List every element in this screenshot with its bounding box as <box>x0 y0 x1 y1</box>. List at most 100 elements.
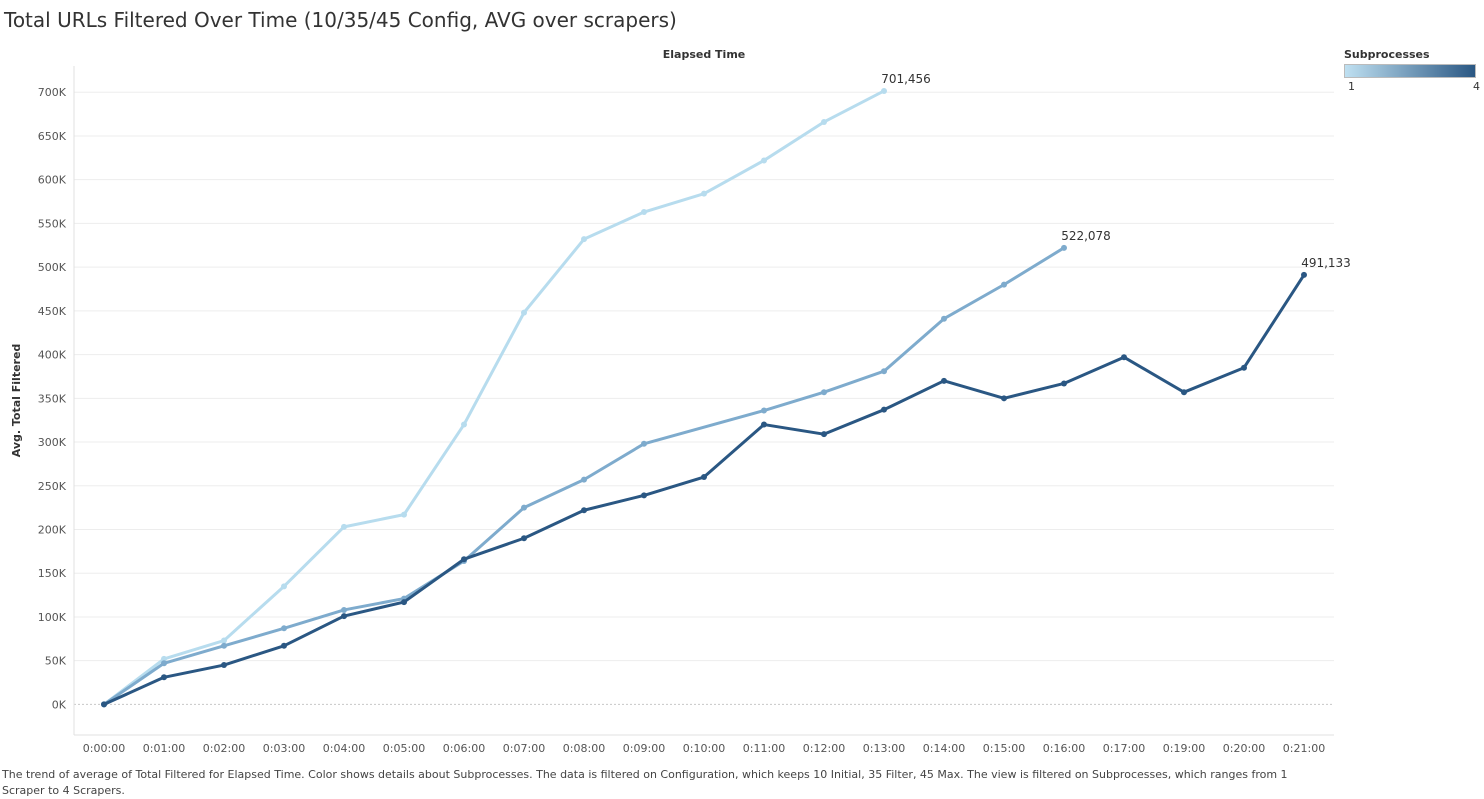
chart-caption: The trend of average of Total Filtered f… <box>2 768 1288 797</box>
x-tick-label: 0:17:00 <box>1103 742 1145 755</box>
data-point <box>221 662 227 669</box>
data-point <box>461 556 467 563</box>
data-point <box>821 118 827 125</box>
x-tick-label: 0:00:00 <box>83 742 125 755</box>
chart-title: Total URLs Filtered Over Time (10/35/45 … <box>4 8 677 32</box>
x-tick-label: 0:07:00 <box>503 742 545 755</box>
data-point <box>521 309 527 316</box>
data-point <box>1241 364 1247 371</box>
data-point <box>281 583 287 590</box>
data-point <box>401 511 407 518</box>
series-line-1 <box>102 89 886 706</box>
data-point <box>821 389 827 396</box>
data-point <box>521 535 527 542</box>
data-point <box>341 613 347 620</box>
data-point <box>401 599 407 606</box>
y-tick-label: 350K <box>38 392 67 405</box>
end-value-label: 701,456 <box>881 72 931 86</box>
data-point <box>641 440 647 447</box>
legend-scale: 1 4 <box>1344 80 1480 94</box>
data-point <box>881 406 887 413</box>
x-tick-label: 0:05:00 <box>383 742 425 755</box>
x-axis-title: Elapsed Time <box>663 48 746 61</box>
end-value-label: 491,133 <box>1301 256 1351 270</box>
x-tick-label: 0:08:00 <box>563 742 605 755</box>
data-point <box>341 523 347 530</box>
x-tick-label: 0:14:00 <box>923 742 965 755</box>
data-point <box>101 701 107 708</box>
y-tick-label: 300K <box>38 436 67 449</box>
x-tick-label: 0:11:00 <box>743 742 785 755</box>
data-point <box>581 476 587 483</box>
color-legend: Subprocesses 1 4 <box>1344 48 1480 94</box>
data-point <box>1301 271 1307 278</box>
data-point <box>701 474 707 481</box>
x-tick-label: 0:06:00 <box>443 742 485 755</box>
data-point <box>221 637 227 644</box>
y-tick-label: 250K <box>38 480 67 493</box>
y-axis-title: Avg. Total Filtered <box>10 344 23 458</box>
axes: Elapsed Time Avg. Total Filtered 0K 50K 10… <box>10 48 1334 755</box>
series-line-2 <box>102 246 1066 706</box>
y-tick-label: 650K <box>38 130 67 143</box>
data-point <box>281 625 287 632</box>
x-tick-label: 0:03:00 <box>263 742 305 755</box>
data-point <box>881 368 887 375</box>
data-point <box>1001 395 1007 402</box>
data-point <box>941 377 947 384</box>
series-line-3 <box>102 273 1306 706</box>
legend-title: Subprocesses <box>1344 48 1430 61</box>
y-tick-label: 100K <box>38 611 67 624</box>
series: 701,456 522,078 491,133 <box>101 72 1351 708</box>
legend-min-label: 1 <box>1348 80 1355 93</box>
data-point <box>761 421 767 428</box>
x-tick-label: 0:19:00 <box>1163 742 1205 755</box>
legend-max-label: 4 <box>1473 80 1480 93</box>
data-point <box>1061 380 1067 387</box>
x-tick-label: 0:04:00 <box>323 742 365 755</box>
x-tick-label: 0:09:00 <box>623 742 665 755</box>
x-tick-label: 0:16:00 <box>1043 742 1085 755</box>
data-point <box>161 660 167 667</box>
y-tick-label: 600K <box>38 174 67 187</box>
data-point <box>161 674 167 681</box>
y-tick-label: 500K <box>38 261 67 274</box>
x-tick-label: 0:10:00 <box>683 742 725 755</box>
y-tick-label: 50K <box>45 655 67 668</box>
data-point <box>461 421 467 428</box>
data-point <box>581 507 587 514</box>
data-point <box>1061 244 1067 251</box>
y-tick-label: 150K <box>38 567 67 580</box>
x-tick-label: 0:13:00 <box>863 742 905 755</box>
data-point <box>641 492 647 499</box>
x-tick-label: 0:02:00 <box>203 742 245 755</box>
data-point <box>821 431 827 438</box>
data-point <box>221 642 227 649</box>
data-point <box>281 642 287 649</box>
legend-gradient-bar <box>1344 64 1476 78</box>
data-point <box>341 606 347 613</box>
data-point <box>941 315 947 322</box>
x-tick-label: 0:21:00 <box>1283 742 1325 755</box>
y-tick-label: 400K <box>38 349 67 362</box>
data-point <box>1001 281 1007 288</box>
y-tick-label: 450K <box>38 305 67 318</box>
data-point <box>1121 354 1127 361</box>
y-tick-label: 700K <box>38 86 67 99</box>
x-tick-label: 0:15:00 <box>983 742 1025 755</box>
data-point <box>581 236 587 243</box>
x-tick-label: 0:12:00 <box>803 742 845 755</box>
y-tick-label: 200K <box>38 523 67 536</box>
data-point <box>161 655 167 662</box>
data-point <box>521 504 527 511</box>
data-point <box>881 87 887 94</box>
y-tick-label: 0K <box>52 698 67 711</box>
data-point <box>641 209 647 216</box>
x-tick-label: 0:01:00 <box>143 742 185 755</box>
y-tick-label: 550K <box>38 217 67 230</box>
data-point <box>761 157 767 164</box>
data-point <box>701 190 707 197</box>
data-point <box>761 407 767 414</box>
